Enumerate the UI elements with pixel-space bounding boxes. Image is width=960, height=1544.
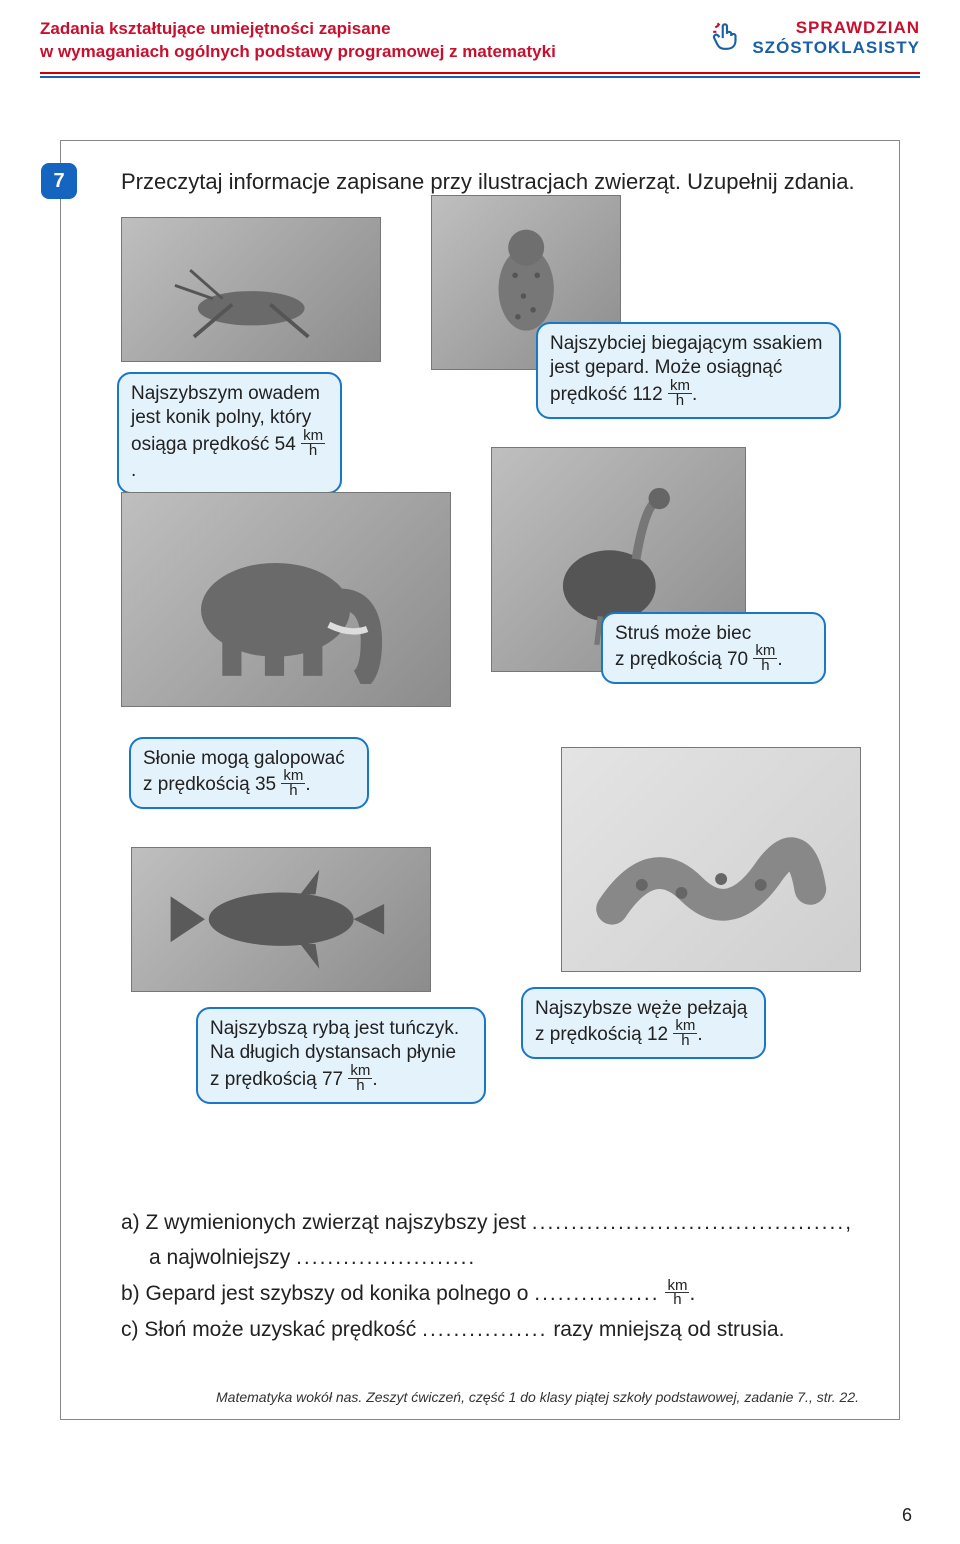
header-right-bottom: SZÓSTOKLASISTY (752, 38, 920, 58)
fact-cheetah-l2: jest gepard. Może osiągnąć (550, 357, 782, 378)
header-left-line2: w wymaganiach ogólnych podstawy programo… (40, 41, 556, 64)
blank-a2[interactable]: ....................... (296, 1246, 476, 1269)
fact-ostrich: Struś może biec z prędkością 70 kmh. (601, 612, 826, 685)
header-left: Zadania kształtujące umiejętności zapisa… (40, 18, 556, 64)
blank-b[interactable]: ................ (534, 1282, 659, 1305)
question-a: a) Z wymienionych zwierząt najszybszy je… (121, 1205, 859, 1241)
photo-snake (561, 747, 861, 972)
header-left-line1: Zadania kształtujące umiejętności zapisa… (40, 18, 556, 41)
photo-elephant (121, 492, 451, 707)
header-divider-blue (40, 76, 920, 78)
question-b: b) Gepard jest szybszy od konika polnego… (121, 1276, 859, 1312)
fact-cheetah-l1: Najszybciej biegającym ssakiem (550, 333, 822, 354)
source-citation: Matematyka wokół nas. Zeszyt ćwiczeń, cz… (216, 1389, 859, 1405)
question-c: c) Słoń może uzyskać prędkość ..........… (121, 1312, 859, 1348)
header-right: SPRAWDZIAN SZÓSTOKLASISTY (710, 18, 920, 59)
pointer-icon (710, 19, 744, 58)
fact-ostrich-l2p: z prędkością 70 (615, 649, 753, 670)
photo-tuna (131, 847, 431, 992)
fact-elephant: Słonie mogą galopować z prędkością 35 km… (129, 737, 369, 810)
fact-snake-l2p: z prędkością 12 (535, 1024, 673, 1045)
exercise-box: 7 Przeczytaj informacje zapisane przy il… (60, 140, 900, 1420)
header-right-top: SPRAWDZIAN (796, 18, 920, 38)
page-number: 6 (902, 1505, 912, 1526)
fact-grasshopper-l1: Najszybszym owadem (131, 383, 320, 404)
fact-elephant-l2p: z prędkością 35 (143, 774, 281, 795)
blank-c[interactable]: ................ (422, 1318, 547, 1341)
fact-grasshopper-l3p: osiąga prędkość 54 (131, 434, 301, 455)
header-divider-red (40, 72, 920, 74)
exercise-intro: Przeczytaj informacje zapisane przy ilus… (121, 167, 859, 197)
questions: a) Z wymienionych zwierząt najszybszy je… (121, 1205, 859, 1348)
fact-elephant-l1: Słonie mogą galopować (143, 748, 345, 769)
fact-grasshopper-l2: jest konik polny, który (131, 407, 311, 428)
fact-cheetah-l3p: prędkość 112 (550, 384, 668, 405)
fact-cheetah: Najszybciej biegającym ssakiem jest gepa… (536, 322, 841, 419)
fact-grasshopper: Najszybszym owadem jest konik polny, któ… (117, 372, 342, 494)
photo-grasshopper (121, 217, 381, 362)
fact-ostrich-l1: Struś może biec (615, 623, 751, 644)
fact-tuna-l1: Najszybszą rybą jest tuńczyk. (210, 1018, 459, 1039)
fact-tuna: Najszybszą rybą jest tuńczyk. Na długich… (196, 1007, 486, 1104)
fact-snake: Najszybsze węże pełzają z prędkością 12 … (521, 987, 766, 1060)
question-a-cont: a najwolniejszy ....................... (121, 1240, 859, 1276)
page-header: Zadania kształtujące umiejętności zapisa… (0, 0, 960, 72)
animal-canvas: Najszybszym owadem jest konik polny, któ… (121, 217, 861, 1197)
fact-snake-l1: Najszybsze węże pełzają (535, 998, 747, 1019)
exercise-number-badge: 7 (41, 163, 77, 199)
blank-a[interactable]: ........................................ (532, 1211, 845, 1234)
fact-tuna-l2: Na długich dystansach płynie (210, 1042, 456, 1063)
fact-tuna-l3p: z prędkością 77 (210, 1069, 348, 1090)
